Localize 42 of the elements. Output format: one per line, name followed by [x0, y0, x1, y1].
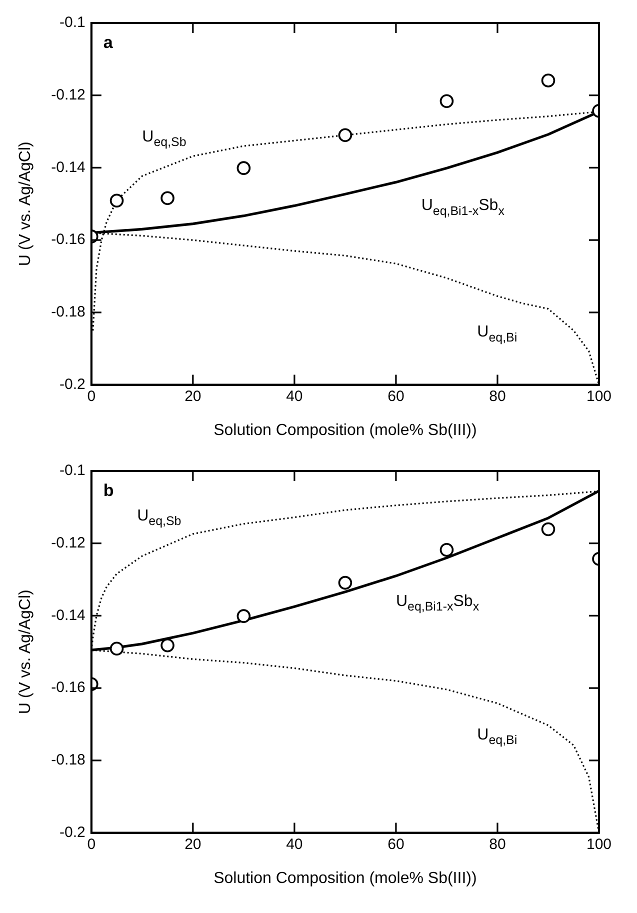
y-tick-label: -0.1 [60, 462, 86, 480]
x-tick-label: 20 [184, 836, 202, 853]
x-tick-label: 0 [87, 836, 96, 853]
point [236, 161, 251, 175]
point [338, 576, 352, 590]
y-axis-title: U (V vs. Ag/AgCl) [17, 590, 34, 714]
x-tick-label: 40 [286, 388, 303, 405]
x-tick-label: 20 [184, 388, 202, 405]
x-tick-label: 80 [489, 836, 506, 853]
point [236, 609, 251, 623]
y-tick-label: -0.16 [51, 231, 86, 248]
x-tick-label: 80 [489, 388, 506, 405]
x-axis-title: Solution Composition (mole% Sb(III)) [214, 870, 477, 887]
y-tick-label: -0.16 [51, 679, 86, 696]
point [440, 542, 454, 557]
y-tick-label: -0.2 [60, 824, 86, 841]
point [110, 642, 124, 656]
y-axis-title: U (V vs. Ag/AgCl) [17, 142, 34, 266]
x-tick-label: 100 [586, 836, 612, 853]
y-tick-label: -0.14 [51, 606, 86, 624]
x-tick-label: 0 [87, 388, 96, 405]
point [160, 638, 174, 652]
y-tick-label: -0.12 [51, 86, 86, 104]
y-tick-label: -0.14 [51, 158, 86, 176]
x-tick-label: 100 [586, 388, 612, 405]
y-tick-label: -0.18 [51, 304, 86, 321]
annotation: b [103, 481, 114, 500]
x-axis-title: Solution Composition (mole% Sb(III)) [214, 422, 477, 439]
point [110, 194, 124, 208]
y-tick-label: -0.12 [51, 534, 86, 552]
point [160, 191, 174, 206]
point [440, 94, 454, 108]
point [338, 128, 352, 142]
x-tick-label: 60 [388, 836, 404, 853]
point [541, 522, 556, 536]
point [541, 74, 556, 88]
x-tick-label: 60 [388, 388, 404, 405]
y-tick-label: -0.2 [60, 376, 86, 393]
x-tick-label: 40 [286, 836, 303, 853]
y-tick-label: -0.18 [51, 752, 86, 769]
y-tick-label: -0.1 [60, 14, 86, 32]
annotation: a [103, 33, 114, 52]
